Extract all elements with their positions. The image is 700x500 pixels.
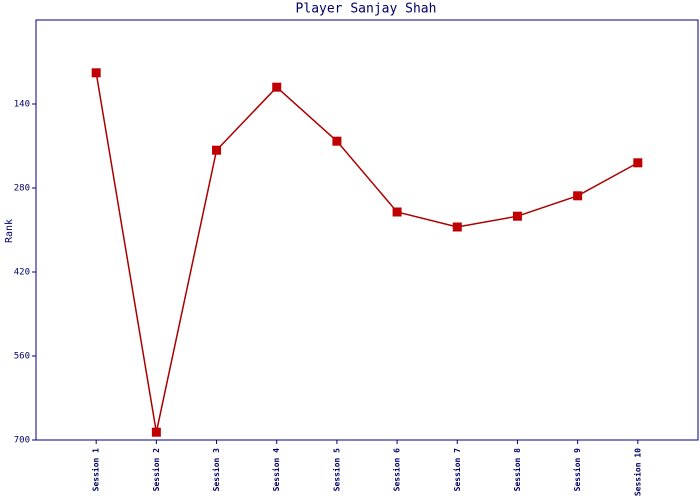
marker [392, 207, 402, 217]
marker [633, 158, 643, 168]
marker [272, 82, 282, 92]
y-tick-label: 420 [14, 268, 30, 278]
y-tick-label: 560 [14, 352, 30, 362]
marker [332, 136, 342, 146]
x-tick-label: Session 9 [572, 448, 582, 492]
x-tick-label: Session 6 [392, 448, 402, 492]
y-tick-label: 280 [14, 184, 30, 194]
marker [212, 145, 222, 155]
y-tick-label: 140 [14, 100, 30, 110]
y-tick-label: 700 [14, 436, 30, 446]
marker [91, 68, 101, 78]
x-tick-label: Session 7 [452, 448, 462, 492]
marker [452, 222, 462, 232]
x-tick-label: Session 3 [211, 448, 221, 492]
x-tick-label: Session 2 [151, 448, 161, 492]
plot-frame [35, 19, 699, 441]
marker [573, 191, 583, 201]
x-tick-label: Session 1 [91, 448, 101, 492]
y-axis-label: Rank [4, 219, 15, 243]
x-tick-label: Session 8 [512, 448, 522, 492]
x-tick-label: Session 5 [331, 448, 341, 492]
x-tick-label: Session 10 [632, 448, 642, 496]
x-tick-label: Session 4 [271, 448, 281, 492]
line [95, 72, 639, 433]
marker [512, 211, 522, 221]
chart-title: Player Sanjay Shah [296, 2, 437, 17]
marker [151, 427, 161, 437]
